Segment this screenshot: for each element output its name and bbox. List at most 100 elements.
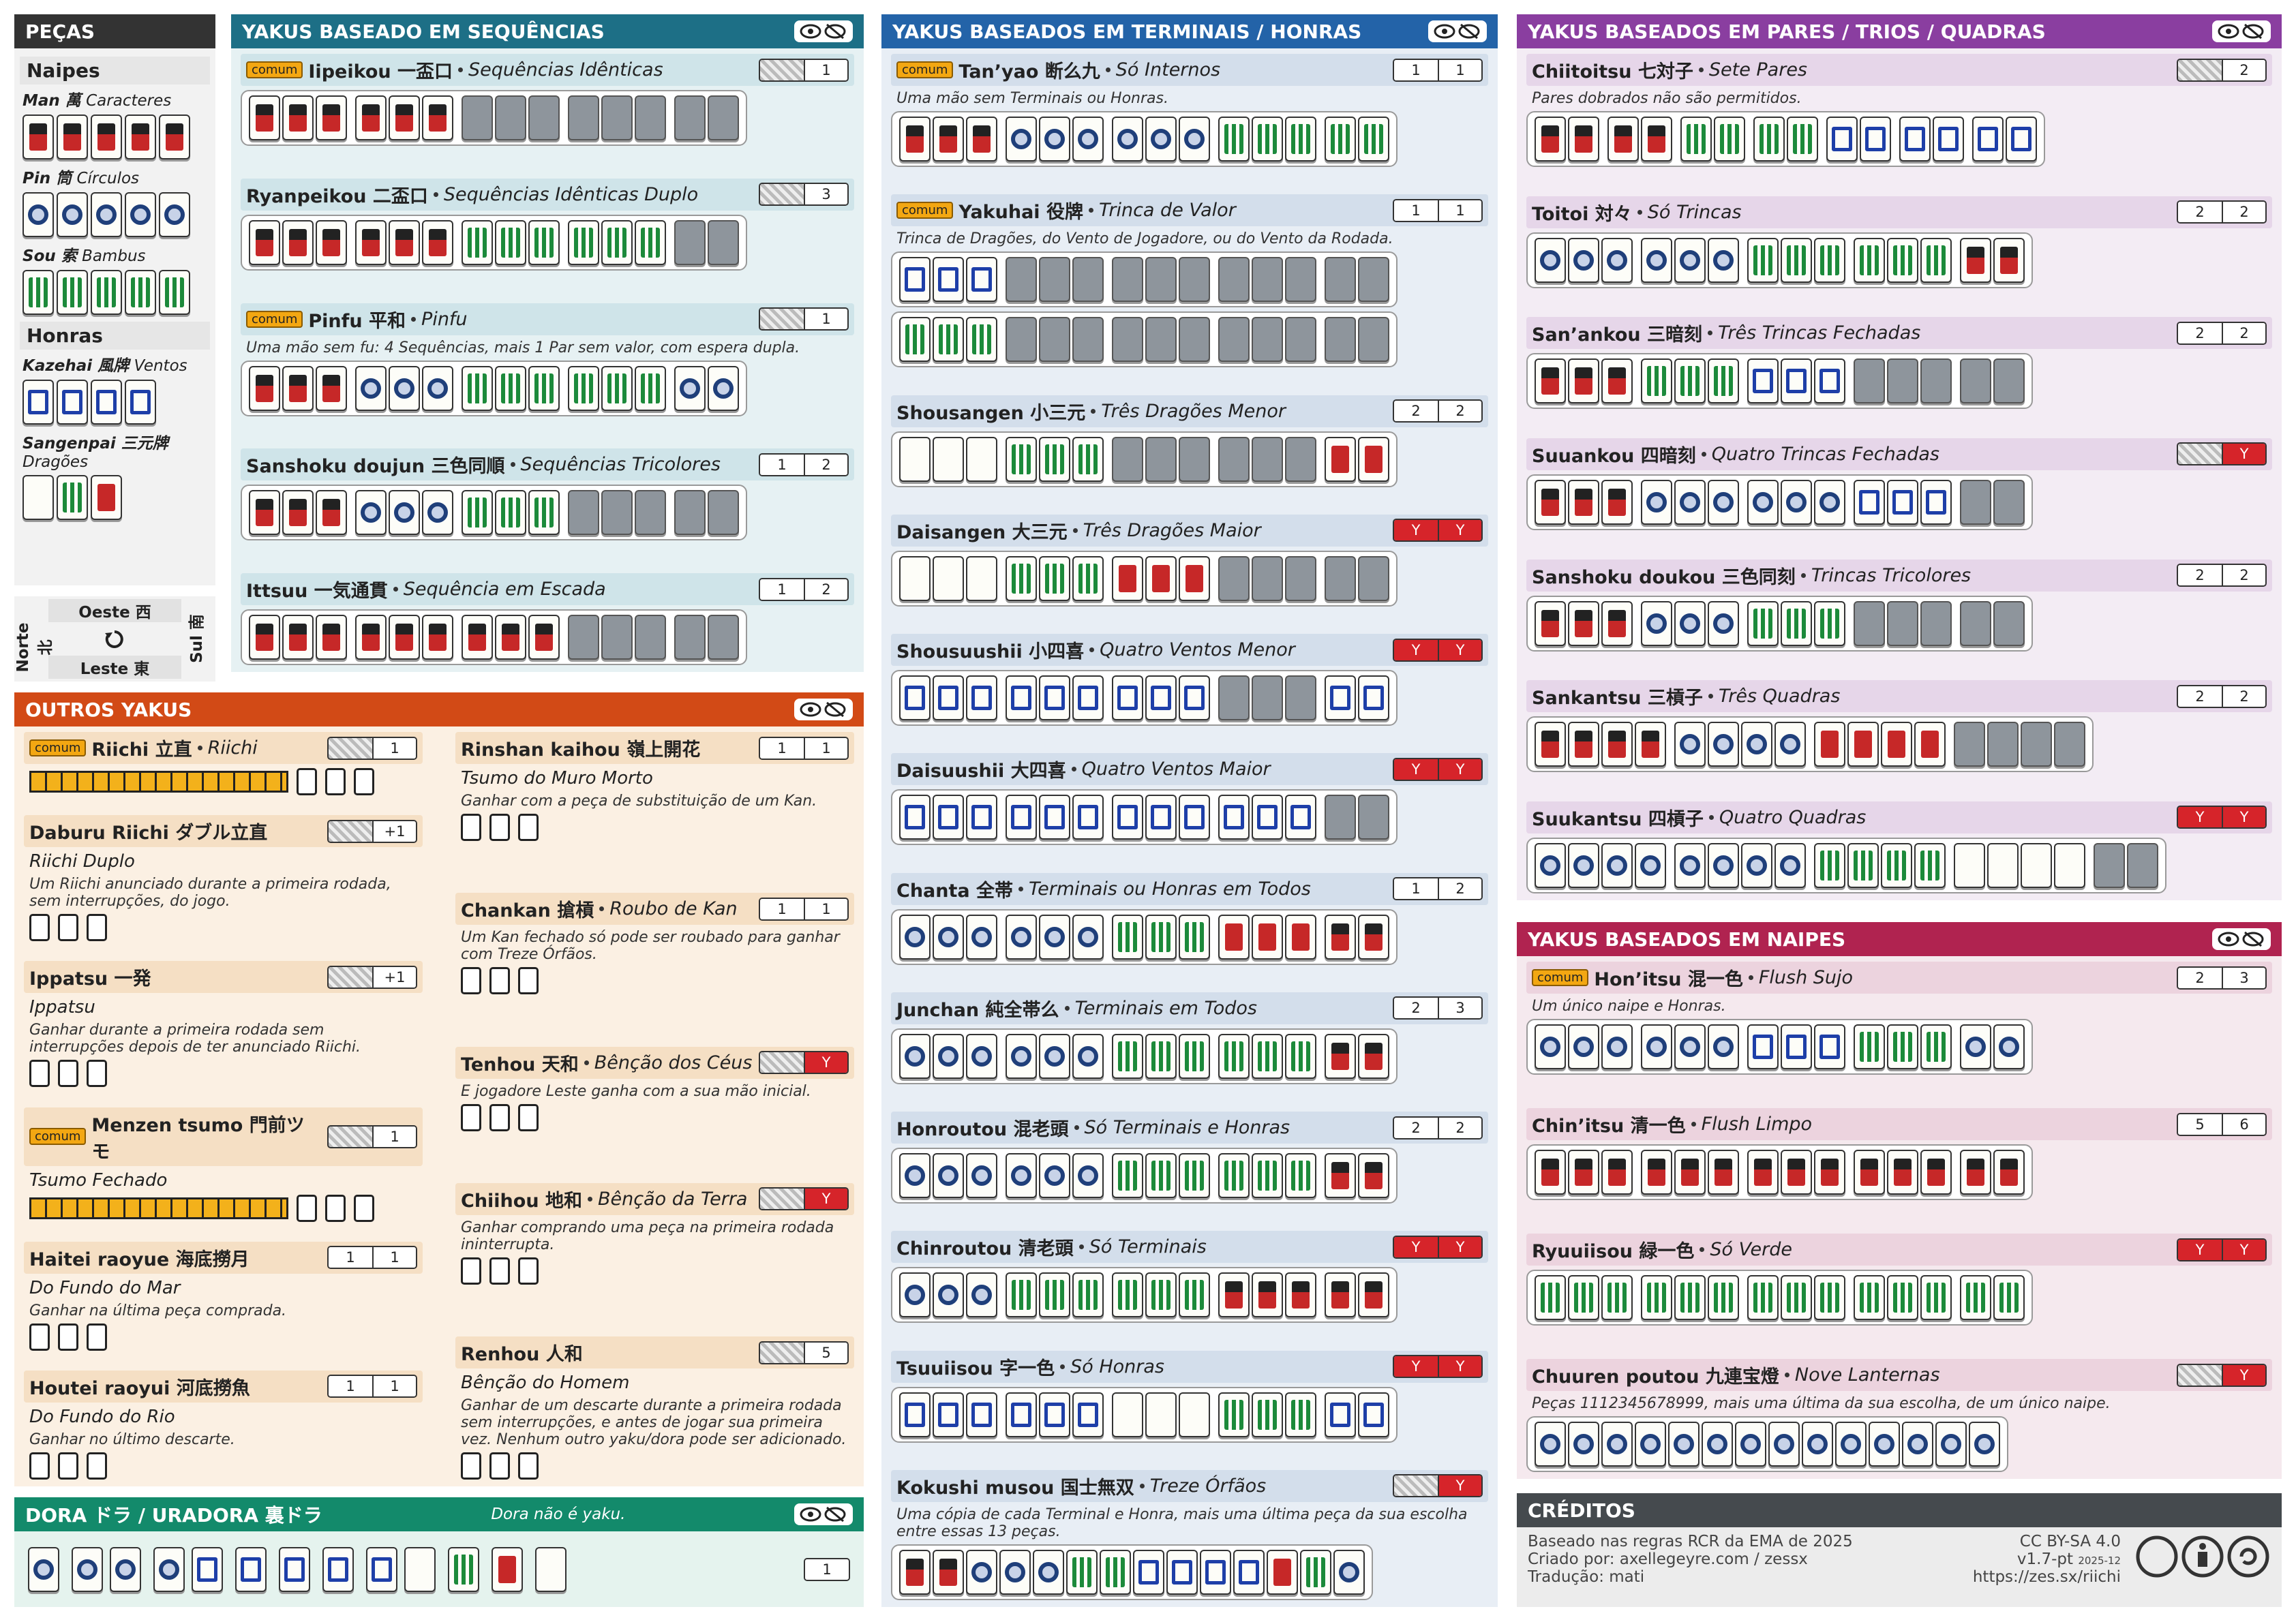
sequences-panel: YAKUS BASEADO EM SEQUÊNCIAS comum Iipeiko…: [231, 14, 864, 672]
yaku-header: comum Iipeikou 一盃口 Sequências Idênticas 1: [241, 54, 854, 86]
han-value: 1: [372, 737, 416, 759]
han-badge: 1: [327, 1124, 417, 1148]
tile-group: [674, 219, 739, 265]
icon: [489, 1452, 510, 1480]
tile-group: [1535, 358, 1633, 404]
tile: [316, 490, 347, 536]
tile-group: [1112, 436, 1210, 482]
tile-symbol: [1330, 686, 1350, 711]
tile-symbol: [1151, 805, 1171, 830]
separator: [1748, 975, 1753, 980]
visibility-toggle[interactable]: [794, 1503, 853, 1525]
tile: [2127, 842, 2158, 888]
tile-group: [1535, 1024, 1633, 1069]
tile: [1854, 1150, 1885, 1195]
tile: [1601, 358, 1633, 404]
visibility-toggle[interactable]: [2212, 928, 2271, 950]
yaku-entry: Shousangen 小三元 Três Dragões Menor 2 2: [891, 395, 1488, 487]
tile-group: [1218, 555, 1316, 601]
tile-symbol: [1365, 445, 1383, 473]
tile: [1252, 436, 1283, 482]
visibility-toggle[interactable]: [794, 699, 853, 720]
han-value: 2: [804, 454, 847, 475]
tile-group: [110, 1546, 185, 1592]
icon: [58, 1452, 78, 1480]
tile: [91, 270, 122, 315]
visibility-toggle[interactable]: [794, 20, 853, 42]
tile-group: [1960, 479, 2025, 525]
tile-symbol: [322, 624, 340, 651]
yaku-entry: Renhou 人和 5 Bênção do Homem Ganhar de um de…: [455, 1336, 854, 1480]
tile-group: [249, 365, 347, 411]
yaku-entry: comum Hon’itsu 混一色 Flush Sujo 2 3 Um único na…: [1526, 962, 2272, 1075]
tile: [1252, 675, 1283, 721]
tile: [1325, 317, 1356, 363]
han-value: 1: [372, 1247, 416, 1268]
tile-row: [20, 472, 210, 523]
tile: [1285, 117, 1316, 162]
han-value: Y: [804, 1189, 847, 1210]
tile-group: [1899, 117, 1964, 162]
panel-body: comum Hon’itsu 混一色 Flush Sujo 2 3 Um único na…: [1517, 956, 2282, 1479]
tile-symbol: [1753, 491, 1773, 512]
icon-row: [455, 814, 854, 841]
common-tag: comum: [896, 202, 954, 219]
yaku-entry: Suuankou 四暗刻 Quatro Trincas Fechadas Y: [1526, 438, 2272, 530]
separator: [1708, 694, 1713, 699]
wind-compass: Norte 北 Sul 南 Oeste 西 Leste 東: [14, 596, 215, 682]
tile-symbol: [1713, 1037, 1734, 1057]
tile-symbol: [1821, 1159, 1839, 1186]
tile: [153, 1546, 185, 1592]
tile: [1753, 117, 1785, 162]
tile-symbol: [502, 624, 519, 651]
yaku-translation: Só Terminais e Honras: [1084, 1117, 1290, 1139]
tile-symbol: [939, 1558, 957, 1586]
tile-symbol: [971, 805, 992, 830]
tile: [1358, 117, 1389, 162]
yaku-header: Toitoi 対々 Só Trincas 2 2: [1526, 196, 2272, 228]
tile: [1218, 117, 1250, 162]
tile-group: [1641, 1275, 1739, 1320]
tile-symbol: [1291, 124, 1310, 154]
tile: [1641, 1275, 1672, 1320]
tile-symbol: [1117, 686, 1138, 711]
tile: [933, 436, 964, 482]
tile-symbol: [1044, 926, 1065, 947]
tile: [1993, 600, 2025, 646]
tile: [1325, 675, 1356, 721]
han-value: Y: [2222, 1239, 2265, 1260]
suit-label: Sou 索 Bambus: [20, 240, 210, 267]
tile-symbol: [1573, 249, 1594, 271]
yaku-translation: Só Honras: [1070, 1356, 1164, 1377]
tile-symbol: [28, 204, 48, 225]
tile: [1145, 317, 1177, 363]
visibility-toggle[interactable]: [2212, 20, 2271, 42]
han-value: 1: [329, 1376, 372, 1397]
common-tag: comum: [1532, 969, 1589, 986]
yaku-description: Ganhar com a peça de substituição de um …: [461, 793, 817, 810]
tile: [1601, 722, 1633, 767]
tile: [1960, 1150, 1991, 1195]
tile: [1814, 479, 1845, 525]
yaku-translation: Do Fundo do Rio: [29, 1406, 175, 1427]
honor-name: Sangenpai 三元牌: [22, 435, 168, 453]
visibility-toggle[interactable]: [1428, 20, 1487, 42]
tile-symbol: [394, 378, 414, 399]
tile: [1252, 1033, 1283, 1079]
common-tag: comum: [29, 739, 87, 756]
tile-symbol: [1339, 1561, 1359, 1582]
tile: [404, 1546, 436, 1592]
credits-left: Baseado nas regras RCR da EMA de 2025 Cr…: [1528, 1533, 1959, 1586]
tile-symbol: [395, 228, 413, 256]
tile: [899, 436, 931, 482]
tile: [1358, 257, 1389, 303]
icon-row: [455, 1257, 854, 1285]
tile-group: [1674, 722, 1806, 767]
tile: [1774, 722, 1806, 767]
yaku-translation: Do Fundo do Mar: [29, 1277, 181, 1298]
tile: [1006, 1272, 1037, 1318]
tile: [1072, 1033, 1104, 1079]
